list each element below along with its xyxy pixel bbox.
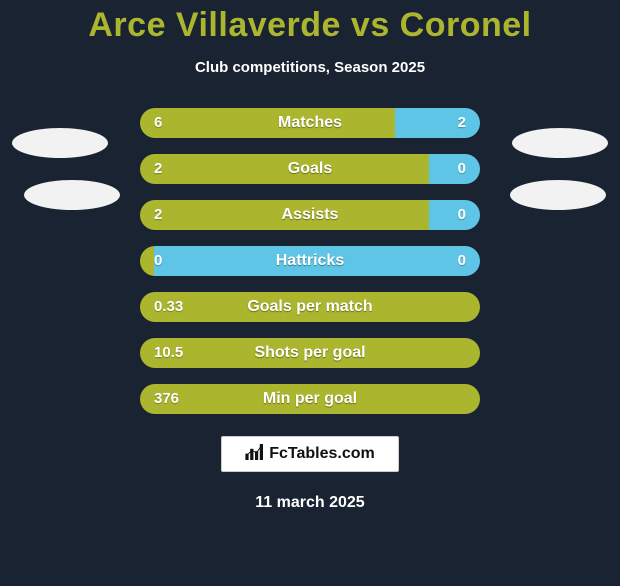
stat-row: 62Matches <box>140 108 480 138</box>
page-title: Arce Villaverde vs Coronel <box>0 6 620 45</box>
player-right-badge-2 <box>510 180 606 210</box>
chart-icon <box>245 444 265 465</box>
stat-row: 00Hattricks <box>140 246 480 276</box>
stat-row: 20Goals <box>140 154 480 184</box>
stat-label: Goals per match <box>140 292 480 322</box>
player-left-badge-1 <box>12 128 108 158</box>
stat-label: Assists <box>140 200 480 230</box>
stat-label: Min per goal <box>140 384 480 414</box>
player-left-badge-2 <box>24 180 120 210</box>
subtitle: Club competitions, Season 2025 <box>0 59 620 76</box>
stat-label: Goals <box>140 154 480 184</box>
stat-label: Matches <box>140 108 480 138</box>
player-right-badge-1 <box>512 128 608 158</box>
stat-row: 376Min per goal <box>140 384 480 414</box>
brand-text: FcTables.com <box>269 445 375 463</box>
date-label: 11 march 2025 <box>0 494 620 512</box>
brand-link[interactable]: FcTables.com <box>221 436 399 472</box>
stat-row: 20Assists <box>140 200 480 230</box>
stat-label: Hattricks <box>140 246 480 276</box>
stat-row: 10.5Shots per goal <box>140 338 480 368</box>
stat-label: Shots per goal <box>140 338 480 368</box>
stat-row: 0.33Goals per match <box>140 292 480 322</box>
